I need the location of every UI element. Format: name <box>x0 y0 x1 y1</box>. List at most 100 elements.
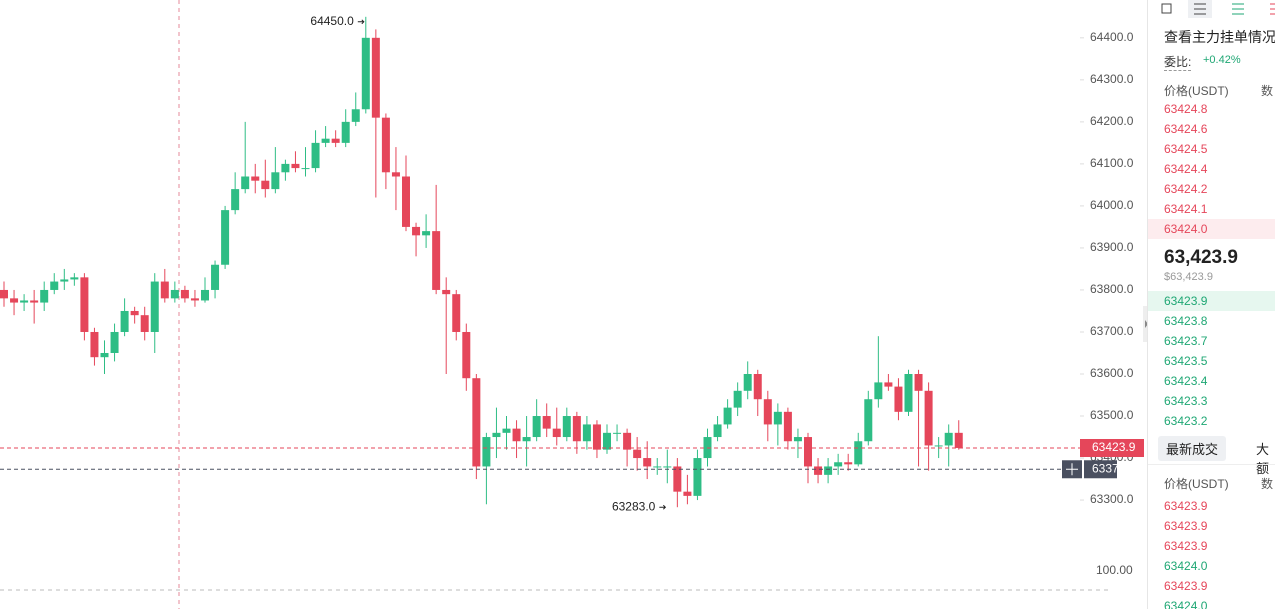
candle-body <box>864 399 873 442</box>
candle-body <box>743 374 752 391</box>
candle-body <box>30 300 39 303</box>
candle-body <box>934 445 943 447</box>
candle-body <box>673 466 682 492</box>
bid-price: 63423.9 <box>1164 294 1208 308</box>
candle-body <box>894 386 903 412</box>
candle-body <box>160 281 169 299</box>
candle-body <box>190 298 199 301</box>
candle-body <box>924 390 933 446</box>
candle-body <box>60 279 69 282</box>
y-tick-label: 63300.0 <box>1090 492 1134 506</box>
candle-body <box>723 407 732 425</box>
bid-price: 63423.5 <box>1164 354 1208 368</box>
tab[interactable]: 最新成交 <box>1158 436 1227 461</box>
trade-price: 63423.9 <box>1164 519 1208 533</box>
candle-body <box>452 294 461 332</box>
candle-body <box>592 424 601 450</box>
candle-body <box>201 289 209 301</box>
candle-body <box>462 331 471 379</box>
candle-body <box>321 138 330 143</box>
icon[interactable] <box>1232 3 1244 15</box>
ask-price: 63424.5 <box>1164 142 1208 156</box>
ask-price: 63424.4 <box>1164 162 1208 176</box>
amount-header: 数 <box>1261 84 1274 98</box>
candle-body <box>874 382 883 400</box>
candle-body <box>241 176 250 190</box>
side-panel: 查看主力挂单情况 委比: +0.42% 价格(USDT) 数 63,423.9 … <box>1147 0 1275 609</box>
candle-body <box>854 441 863 465</box>
order-book-title[interactable]: 查看主力挂单情况 <box>1164 29 1275 45</box>
candle-body <box>643 458 652 467</box>
icon[interactable] <box>1270 3 1275 15</box>
candle-body <box>412 226 421 236</box>
candle-body <box>0 289 8 299</box>
candle-body <box>170 289 179 299</box>
y-tick-label: 64100.0 <box>1090 156 1134 170</box>
candle-body <box>733 390 742 408</box>
tab[interactable]: 大额 <box>1256 442 1270 476</box>
plus-icon <box>1066 463 1078 476</box>
ask-price: 63424.1 <box>1164 202 1208 216</box>
candle-body <box>231 189 240 211</box>
bid-highlight <box>1148 291 1275 311</box>
trade-price: 63424.0 <box>1164 559 1208 573</box>
price-tag <box>1080 439 1144 458</box>
candle-body <box>50 281 59 290</box>
marker-arrow <box>659 504 667 510</box>
candle-body <box>613 432 622 434</box>
candle-body <box>371 37 380 118</box>
candle-body <box>150 281 159 332</box>
candle-body <box>251 176 260 181</box>
tabs-divider <box>1148 464 1275 465</box>
candle-body <box>572 416 581 442</box>
candle-body <box>954 432 963 448</box>
icon[interactable] <box>1161 3 1172 14</box>
candle-body <box>301 168 310 170</box>
collapse-arrow <box>1145 320 1147 328</box>
candle-body <box>291 163 300 169</box>
ratio-value: +0.42% <box>1203 54 1241 66</box>
y-tick-label: 63900.0 <box>1090 240 1134 254</box>
candle-body <box>361 37 370 110</box>
candle-body <box>492 432 501 438</box>
candle-body <box>944 432 953 446</box>
candle-body <box>884 382 893 387</box>
y-tick-label: 64000.0 <box>1090 198 1134 212</box>
candle-body <box>793 437 802 442</box>
candle-body <box>140 315 149 332</box>
last-price: 63,423.9 <box>1164 247 1238 268</box>
candle-body <box>834 462 843 467</box>
candle-body <box>542 416 551 429</box>
bid-price: 63423.3 <box>1164 394 1208 408</box>
candle-body <box>633 449 642 459</box>
ask-price: 63424.6 <box>1164 122 1208 136</box>
candle-body <box>70 277 79 280</box>
y-tick-label: 64300.0 <box>1090 72 1134 86</box>
candle-body <box>582 424 591 442</box>
candle-body <box>814 466 823 475</box>
price-tag-label: 63373.3 <box>1092 461 1136 475</box>
chart: 100.00 63300.063400.063500.063600.063700… <box>0 0 1147 609</box>
bid-price: 63423.7 <box>1164 334 1208 348</box>
price-tag <box>1084 460 1117 479</box>
candle-body <box>331 138 340 143</box>
ask-highlight <box>1148 219 1275 239</box>
candle-body <box>20 300 29 303</box>
ratio-label: 委比: <box>1164 55 1192 71</box>
candle-body <box>40 289 49 303</box>
candle-body <box>351 109 360 122</box>
candle-body <box>130 310 139 316</box>
y-tick-label: 64200.0 <box>1090 114 1134 128</box>
candle-body <box>341 121 350 143</box>
candle-body <box>381 117 390 173</box>
candle-body <box>402 176 410 227</box>
y-tick-label: 63700.0 <box>1090 324 1134 338</box>
trade-price: 63424.0 <box>1164 599 1208 609</box>
candle-body <box>311 142 320 169</box>
candle-body <box>211 264 220 290</box>
y-tick-label: 63600.0 <box>1090 366 1134 380</box>
ask-price: 63424.8 <box>1164 102 1208 116</box>
candle-body <box>623 432 632 450</box>
candle-body <box>683 491 692 496</box>
candle-body <box>391 172 400 177</box>
